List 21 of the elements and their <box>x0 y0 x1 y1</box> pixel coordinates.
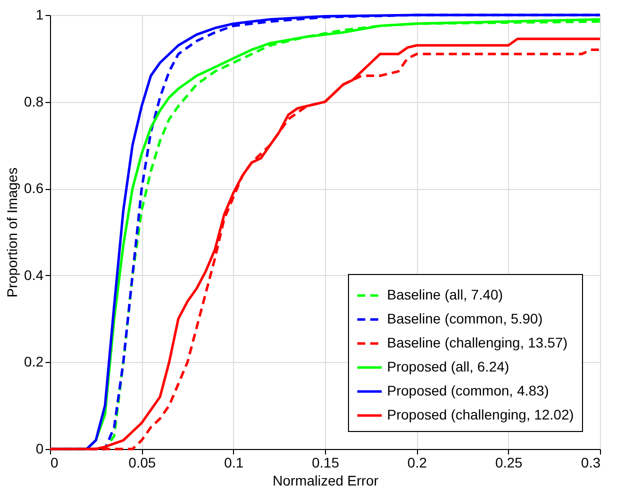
y-tick-label: 0.8 <box>24 93 44 110</box>
x-tick-label: 0.25 <box>495 454 523 470</box>
x-tick-label: 0.3 <box>581 454 601 470</box>
legend-label: Baseline (challenging, 13.57) <box>387 334 568 350</box>
x-tick-label: 0.2 <box>407 454 428 470</box>
legend-label: Baseline (all, 7.40) <box>387 286 503 302</box>
legend-label: Proposed (challenging, 12.02) <box>387 406 574 422</box>
x-tick-label: 0.1 <box>224 454 244 470</box>
x-axis-title: Normalized Error <box>272 472 379 488</box>
legend-label: Proposed (common, 4.83) <box>387 382 549 398</box>
y-tick-label: 1 <box>36 6 44 22</box>
y-tick-label: 0.4 <box>24 266 44 283</box>
y-tick-label: 0 <box>36 440 44 456</box>
y-axis-title: Proportion of Images <box>4 168 20 298</box>
x-tick-label: 0.15 <box>312 454 340 470</box>
x-tick-label: 0.05 <box>128 454 156 470</box>
legend-label: Baseline (common, 5.90) <box>387 310 543 326</box>
legend-label: Proposed (all, 6.24) <box>387 358 510 374</box>
x-tick-label: 0 <box>50 454 58 470</box>
y-tick-label: 0.2 <box>24 354 44 370</box>
y-tick-label: 0.6 <box>24 180 44 196</box>
